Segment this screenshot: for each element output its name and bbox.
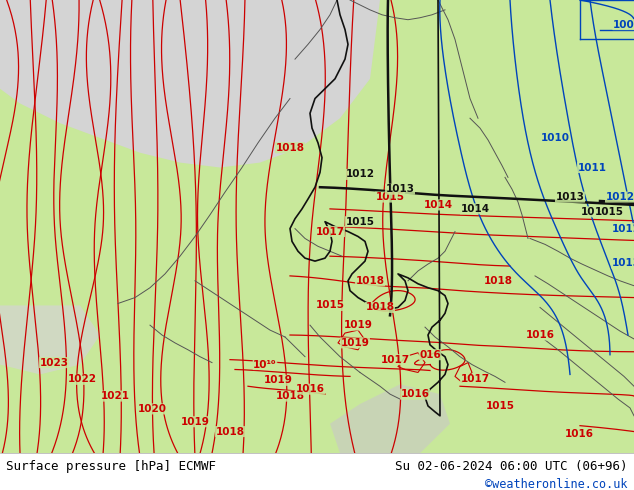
Text: 1018: 1018: [356, 276, 384, 286]
Text: 1013: 1013: [385, 184, 415, 194]
Text: 1016: 1016: [564, 429, 593, 439]
Text: 1012: 1012: [612, 223, 634, 234]
Text: 1018: 1018: [484, 276, 512, 286]
Text: 1015: 1015: [316, 300, 344, 311]
Polygon shape: [330, 384, 450, 453]
Text: 1017: 1017: [380, 355, 410, 365]
Text: 016: 016: [419, 350, 441, 360]
Text: 1019: 1019: [344, 320, 372, 330]
Text: 1022: 1022: [67, 374, 96, 384]
Polygon shape: [0, 305, 100, 374]
Text: 1016: 1016: [401, 389, 429, 399]
Text: 1021: 1021: [101, 391, 129, 401]
Text: 1023: 1023: [39, 358, 68, 368]
Text: 1015: 1015: [595, 207, 623, 217]
Polygon shape: [0, 0, 380, 168]
Text: Surface pressure [hPa] ECMWF: Surface pressure [hPa] ECMWF: [6, 460, 216, 473]
Text: 1011: 1011: [578, 163, 607, 172]
Text: 1013: 1013: [555, 192, 585, 202]
Text: 1015: 1015: [346, 217, 375, 227]
Text: 1019: 1019: [181, 416, 209, 427]
Text: 1020: 1020: [138, 404, 167, 414]
Text: 1010: 1010: [541, 133, 569, 143]
Text: 1019: 1019: [340, 338, 370, 348]
Text: 1018: 1018: [365, 302, 394, 313]
Text: 1018: 1018: [276, 143, 304, 153]
Text: 1012: 1012: [346, 170, 375, 179]
Text: 1018: 1018: [276, 391, 304, 401]
Text: 10¹⁰: 10¹⁰: [253, 360, 277, 369]
Text: 1013: 1013: [612, 258, 634, 268]
Text: 1014: 1014: [424, 200, 453, 210]
Text: 1016: 1016: [526, 330, 555, 340]
Text: 1015: 1015: [486, 401, 515, 411]
Text: 1015: 1015: [375, 192, 404, 202]
Text: 1014: 1014: [460, 204, 489, 214]
Text: 1016: 1016: [295, 384, 325, 394]
Text: 1012: 1012: [605, 192, 634, 202]
Text: ©weatheronline.co.uk: ©weatheronline.co.uk: [485, 478, 628, 490]
Text: 100⁰: 100⁰: [613, 20, 634, 29]
Text: 1019: 1019: [264, 375, 292, 385]
Text: 1017: 1017: [316, 226, 344, 237]
Text: 1018: 1018: [216, 427, 245, 437]
Text: 1014: 1014: [581, 207, 609, 217]
Text: 1017: 1017: [460, 374, 489, 384]
Polygon shape: [0, 0, 634, 453]
Text: Su 02-06-2024 06:00 UTC (06+96): Su 02-06-2024 06:00 UTC (06+96): [395, 460, 628, 473]
